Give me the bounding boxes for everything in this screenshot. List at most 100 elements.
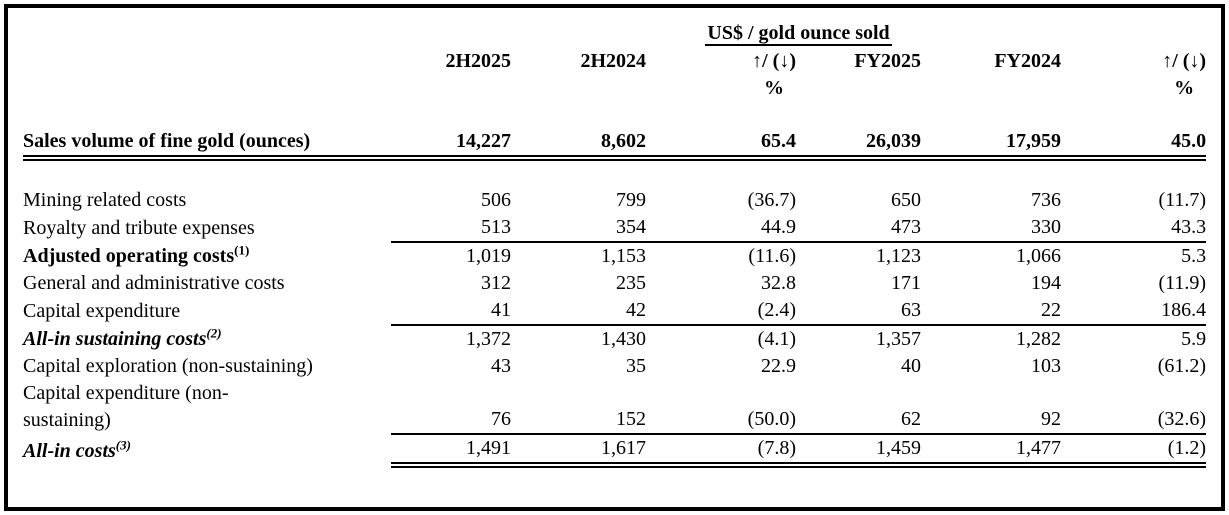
col-header-fy2024: FY2024 <box>921 48 1061 128</box>
cell-fy2025: 171 <box>891 272 921 294</box>
cell-2h2025: 513 <box>391 214 511 243</box>
col-header-label: FY2024 <box>994 50 1061 72</box>
cell-fy2025: 473 <box>796 214 921 243</box>
spacer-row <box>23 158 1206 187</box>
cell-fy2024: 22 <box>921 297 1061 326</box>
cell-fy2024: 194 <box>1031 272 1061 294</box>
row-capital-expenditure-non-sustaining: Capital expenditure (non- sustaining) 76… <box>23 380 1207 435</box>
gold-cost-table: US$ / gold ounce sold 2H2025 2H2024 ↑/ (… <box>23 20 1207 468</box>
footnote-ref: (2) <box>206 325 222 341</box>
cell-2h2024: 42 <box>511 297 646 326</box>
cell-fy2024: 1,066 <box>1016 245 1061 267</box>
cell-change-half-year: 22.9 <box>761 355 796 377</box>
footnote-ref: (3) <box>115 437 131 453</box>
cell-fy2024: 330 <box>921 214 1061 243</box>
cell-2h2024: 235 <box>616 272 646 294</box>
row-mining-related-costs: Mining related costs 506 799 (36.7) 650 … <box>23 187 1206 214</box>
cell-change-full-year: (32.6) <box>1061 380 1207 435</box>
cell-fy2024: 103 <box>1031 355 1061 377</box>
cell-2h2024: 1,617 <box>511 434 646 468</box>
col-header-change-half-year: ↑/ (↓)% <box>646 48 796 128</box>
row-capital-exploration-non-sustaining: Capital exploration (non-sustaining) 43 … <box>23 353 1206 380</box>
row-label: General and administrative costs <box>23 272 285 294</box>
empty-header-cell <box>23 48 391 128</box>
cell-change-full-year: 186.4 <box>1061 297 1207 326</box>
col-header-sub <box>580 75 646 102</box>
cell-fy2025: 1,123 <box>876 245 921 267</box>
col-header-sub <box>445 75 511 102</box>
cell-2h2025: 506 <box>481 189 511 211</box>
cell-change-half-year: (4.1) <box>757 328 796 350</box>
row-label: Sales volume of fine gold (ounces) <box>23 130 311 152</box>
cell-change-full-year: 5.3 <box>1181 245 1207 267</box>
cell-2h2024: 152 <box>511 380 646 435</box>
cell-2h2025: 1,019 <box>466 245 511 267</box>
cell-change-half-year: (2.4) <box>646 297 796 326</box>
cell-2h2025: 312 <box>481 272 511 294</box>
cell-2h2024: 8,602 <box>511 128 646 161</box>
cell-2h2025: 1,372 <box>466 328 511 350</box>
cell-change-half-year: 65.4 <box>646 128 796 161</box>
cell-change-half-year: (11.6) <box>748 245 796 267</box>
cell-fy2025: 63 <box>796 297 921 326</box>
row-label: Adjusted operating costs <box>23 245 235 267</box>
row-label: Capital exploration (non-sustaining) <box>23 355 313 377</box>
col-header-2h2025: 2H2025 <box>391 48 511 128</box>
cell-change-full-year: (11.9) <box>1158 272 1207 294</box>
cell-2h2024: 799 <box>616 189 646 211</box>
unit-header: US$ / gold ounce sold <box>705 22 892 46</box>
document-frame: US$ / gold ounce sold 2H2025 2H2024 ↑/ (… <box>4 4 1225 511</box>
cell-change-full-year: 5.9 <box>1181 328 1207 350</box>
col-header-change-full-year: ↑/ (↓)% <box>1061 48 1206 128</box>
up-down-arrows-label: ↑/ (↓) <box>752 50 796 72</box>
cell-fy2024: 1,477 <box>921 434 1061 468</box>
cell-change-full-year: (61.2) <box>1157 355 1207 377</box>
cell-fy2024: 92 <box>921 380 1061 435</box>
cell-change-half-year: (50.0) <box>646 380 796 435</box>
cell-change-full-year: 43.3 <box>1061 214 1207 243</box>
row-label: Royalty and tribute expenses <box>23 217 255 239</box>
cell-2h2025: 14,227 <box>391 128 511 161</box>
row-label: Mining related costs <box>23 189 187 211</box>
empty-header-cell <box>23 20 391 48</box>
cell-change-half-year: (36.7) <box>747 189 796 211</box>
col-header-fy2025: FY2025 <box>796 48 921 128</box>
cell-change-half-year: 32.8 <box>761 272 796 294</box>
cell-2h2024: 1,430 <box>601 328 646 350</box>
row-royalty-tribute-expenses: Royalty and tribute expenses 513 354 44.… <box>23 214 1207 243</box>
unit-header-cell: US$ / gold ounce sold <box>391 20 1206 48</box>
unit-header-row: US$ / gold ounce sold <box>23 20 1206 48</box>
col-header-label: 2H2025 <box>445 50 511 72</box>
cell-fy2024: 17,959 <box>921 128 1061 161</box>
col-header-label: 2H2024 <box>580 50 646 72</box>
cell-2h2024: 354 <box>511 214 646 243</box>
up-down-arrows-label: ↑/ (↓) <box>1162 50 1207 72</box>
cell-fy2025: 62 <box>796 380 921 435</box>
cell-change-full-year: (11.7) <box>1158 189 1207 211</box>
col-header-sub <box>994 75 1061 102</box>
col-header-sub <box>854 75 921 102</box>
row-adjusted-operating-costs: Adjusted operating costs(1) 1,019 1,153 … <box>23 242 1206 270</box>
footnote-ref: (1) <box>234 242 250 258</box>
cell-2h2024: 35 <box>626 355 646 377</box>
percent-label: % <box>764 77 785 99</box>
cell-fy2024: 736 <box>1031 189 1061 211</box>
cell-change-half-year: (7.8) <box>646 434 796 468</box>
percent-label: % <box>1174 77 1195 99</box>
cell-2h2024: 1,153 <box>601 245 646 267</box>
row-label: Capital expenditure (non- sustaining) <box>23 382 229 431</box>
cell-change-full-year: (1.2) <box>1061 434 1207 468</box>
row-general-administrative-costs: General and administrative costs 312 235… <box>23 270 1206 297</box>
row-label: All-in costs <box>23 440 116 462</box>
row-sales-volume: Sales volume of fine gold (ounces) 14,22… <box>23 128 1207 161</box>
cell-2h2025: 1,491 <box>391 434 511 468</box>
cell-fy2025: 650 <box>891 189 921 211</box>
cell-fy2024: 1,282 <box>1016 328 1061 350</box>
cell-2h2025: 76 <box>391 380 511 435</box>
row-label: Capital expenditure <box>23 300 181 322</box>
column-header-row: 2H2025 2H2024 ↑/ (↓)% FY2025 FY2024 ↑/ (… <box>23 48 1206 128</box>
cell-fy2025: 26,039 <box>796 128 921 161</box>
row-capital-expenditure: Capital expenditure 41 42 (2.4) 63 22 18… <box>23 297 1207 326</box>
cell-2h2025: 41 <box>391 297 511 326</box>
row-all-in-sustaining-costs: All-in sustaining costs(2) 1,372 1,430 (… <box>23 325 1206 353</box>
